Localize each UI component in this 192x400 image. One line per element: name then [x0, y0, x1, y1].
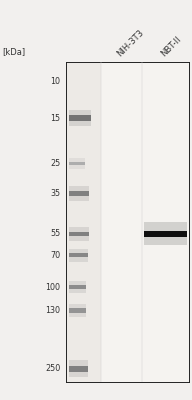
Text: 35: 35 — [50, 189, 60, 198]
Text: 70: 70 — [50, 251, 60, 260]
Text: 250: 250 — [45, 364, 60, 373]
Text: 130: 130 — [46, 306, 60, 315]
Text: 10: 10 — [50, 77, 60, 86]
Text: 25: 25 — [50, 159, 60, 168]
Text: [kDa]: [kDa] — [2, 47, 25, 56]
Text: 15: 15 — [50, 114, 60, 122]
Text: NBT-II: NBT-II — [159, 34, 183, 58]
Text: 55: 55 — [50, 229, 60, 238]
Text: 100: 100 — [46, 283, 60, 292]
Bar — [66, 62, 101, 382]
Text: NIH-3T3: NIH-3T3 — [115, 28, 146, 58]
